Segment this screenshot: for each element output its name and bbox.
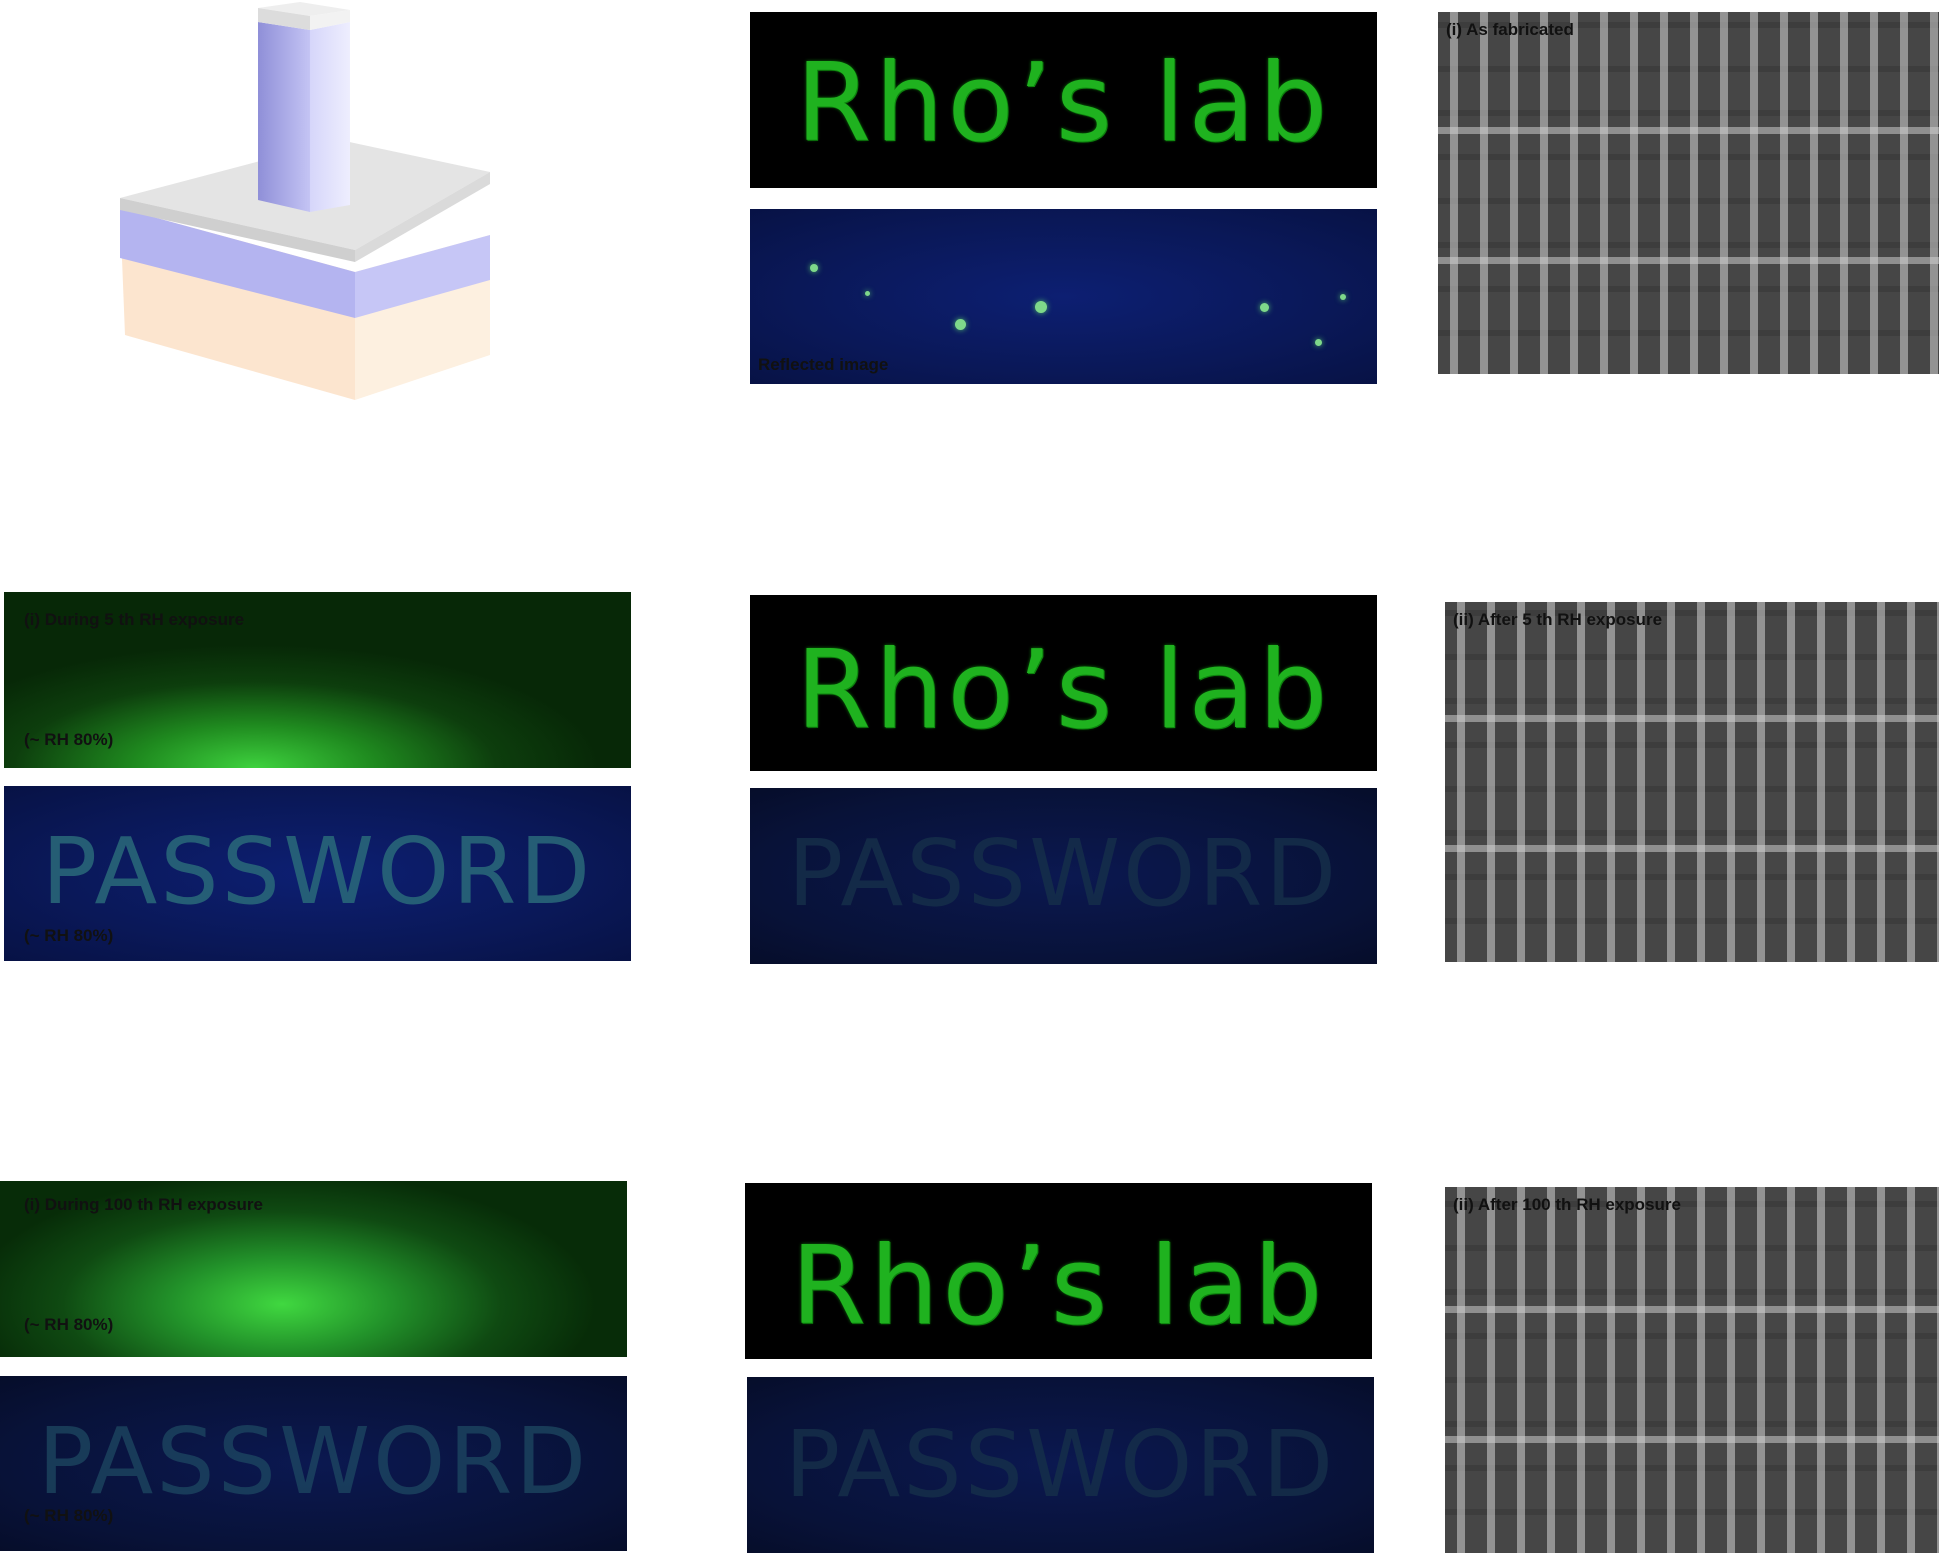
rhos-lab-text: Rho’s lab: [795, 628, 1332, 753]
humidity-label: (~ RH 80%): [24, 730, 114, 749]
device-schematic: [120, 2, 490, 400]
rhos-lab-panel-3: Rho’s lab: [745, 1183, 1372, 1359]
password-panel-5: PASSWORD (~ RH 80%): [4, 786, 631, 961]
pillar-cap-front: [258, 8, 310, 30]
rhos-lab-text: Rho’s lab: [795, 41, 1332, 166]
exposure-label: (i) During 5 th RH exposure: [24, 610, 245, 629]
bright-spot: [810, 264, 818, 272]
exposure-label: (i) During 100 th RH exposure: [24, 1195, 263, 1214]
rh-exposure-5-panel: (i) During 5 th RH exposure (~ RH 80%): [4, 592, 631, 768]
pillar-front: [258, 22, 310, 212]
middle-layer-left: [120, 208, 355, 318]
sem-label: (ii) After 5 th RH exposure: [1453, 610, 1663, 629]
humidity-label: (~ RH 80%): [24, 1506, 114, 1525]
rhos-lab-panel-1: Rho’s lab: [750, 12, 1377, 188]
reflected-image-label: Reflected image: [758, 355, 889, 374]
reflected-image-panel: Reflected image: [750, 209, 1377, 384]
pillar-cap-side: [310, 10, 350, 30]
password-panel-5-reflected: PASSWORD: [750, 788, 1377, 964]
humidity-label: (~ RH 80%): [24, 926, 114, 945]
sem-label: (ii) After 100 th RH exposure: [1453, 1195, 1681, 1214]
sem-as-fabricated: (i) As fabricated: [1438, 12, 1939, 374]
password-panel-100-reflected: PASSWORD: [747, 1377, 1374, 1553]
bright-spot: [1315, 339, 1322, 346]
top-layer-right-edge: [355, 172, 490, 262]
password-panel-100: PASSWORD (~ RH 80%): [0, 1376, 627, 1551]
sem-after-100: (ii) After 100 th RH exposure: [1445, 1187, 1939, 1553]
password-text: PASSWORD: [787, 820, 1340, 927]
sem-label: (i) As fabricated: [1446, 20, 1574, 39]
pillar-side: [310, 22, 350, 212]
sem-after-5: (ii) After 5 th RH exposure: [1445, 602, 1939, 962]
bright-spot: [1260, 303, 1269, 312]
rh-exposure-100-panel: (i) During 100 th RH exposure (~ RH 80%): [0, 1181, 627, 1357]
bright-spot: [1340, 294, 1346, 300]
top-layer-left-edge: [120, 198, 355, 262]
bright-spot: [1035, 301, 1047, 313]
bright-spot: [955, 319, 966, 330]
password-text: PASSWORD: [41, 818, 594, 925]
bright-spot: [865, 291, 870, 296]
humidity-label: (~ RH 80%): [24, 1315, 114, 1334]
rhos-lab-panel-2: Rho’s lab: [750, 595, 1377, 771]
rhos-lab-text: Rho’s lab: [790, 1224, 1327, 1349]
password-text: PASSWORD: [37, 1408, 590, 1515]
middle-layer-right: [355, 235, 490, 318]
pillar-cap: [258, 2, 350, 16]
password-text: PASSWORD: [784, 1411, 1337, 1518]
